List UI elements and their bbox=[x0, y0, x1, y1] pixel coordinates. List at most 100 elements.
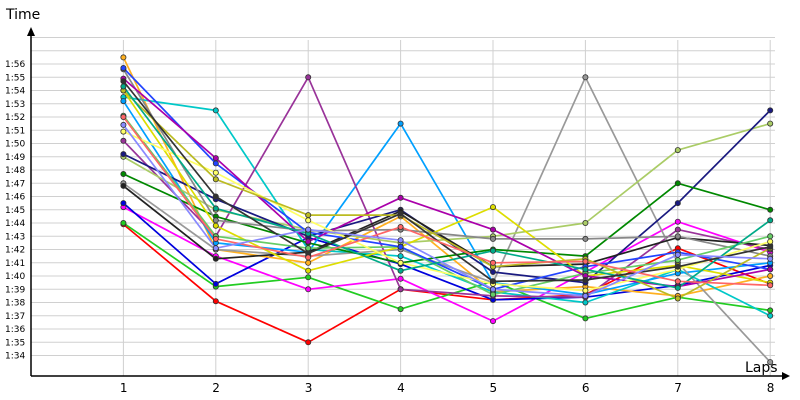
data-point bbox=[397, 237, 404, 244]
data-point bbox=[582, 276, 589, 283]
data-point bbox=[674, 257, 681, 264]
data-point bbox=[120, 121, 127, 128]
series-line-20 bbox=[122, 89, 771, 300]
data-point bbox=[305, 274, 312, 281]
data-point bbox=[120, 137, 127, 144]
data-point bbox=[397, 223, 404, 230]
data-point bbox=[305, 339, 312, 346]
data-point bbox=[674, 233, 681, 240]
data-point bbox=[397, 267, 404, 274]
data-point bbox=[120, 114, 127, 121]
data-point bbox=[582, 315, 589, 322]
data-point bbox=[212, 205, 219, 212]
x-axis-title: Laps bbox=[745, 360, 778, 376]
y-tick-label: 1:49 bbox=[5, 153, 25, 163]
data-point bbox=[120, 128, 127, 135]
data-point bbox=[212, 298, 219, 305]
data-point bbox=[582, 266, 589, 273]
data-point bbox=[767, 120, 774, 127]
data-point bbox=[212, 245, 219, 252]
data-point bbox=[305, 217, 312, 224]
data-point bbox=[674, 284, 681, 291]
data-point bbox=[767, 282, 774, 289]
data-point bbox=[674, 200, 681, 207]
data-point bbox=[582, 292, 589, 299]
data-point bbox=[120, 54, 127, 61]
data-point bbox=[489, 226, 496, 233]
data-point bbox=[674, 278, 681, 285]
data-point bbox=[767, 233, 774, 240]
data-point bbox=[120, 151, 127, 158]
series-points bbox=[120, 54, 774, 366]
axes bbox=[27, 27, 790, 380]
data-point bbox=[305, 286, 312, 293]
y-axis-title: Time bbox=[5, 7, 40, 23]
data-point bbox=[212, 222, 219, 229]
y-axis-arrow bbox=[27, 27, 35, 36]
data-point bbox=[397, 253, 404, 260]
x-tick-label: 5 bbox=[490, 381, 498, 395]
data-point bbox=[767, 238, 774, 245]
y-tick-label: 1:44 bbox=[5, 219, 25, 229]
data-point bbox=[212, 255, 219, 262]
data-point bbox=[489, 204, 496, 211]
data-point bbox=[305, 74, 312, 81]
data-point bbox=[674, 218, 681, 225]
data-point bbox=[212, 217, 219, 224]
data-point bbox=[120, 65, 127, 72]
series-lines bbox=[122, 57, 771, 363]
data-point bbox=[489, 291, 496, 298]
data-point bbox=[767, 272, 774, 279]
y-tick-label: 1:53 bbox=[5, 100, 25, 110]
series-line-23 bbox=[122, 116, 771, 287]
data-point bbox=[674, 251, 681, 258]
y-tick-label: 1:51 bbox=[5, 126, 25, 136]
data-point bbox=[212, 169, 219, 176]
data-point bbox=[582, 219, 589, 226]
data-point bbox=[397, 243, 404, 250]
series-line-17 bbox=[122, 67, 771, 291]
data-point bbox=[397, 210, 404, 217]
data-point bbox=[489, 247, 496, 254]
data-point bbox=[767, 312, 774, 319]
data-point bbox=[120, 182, 127, 189]
data-point bbox=[582, 258, 589, 265]
data-point bbox=[212, 176, 219, 183]
data-point bbox=[397, 275, 404, 282]
y-tick-label: 1:54 bbox=[5, 87, 25, 97]
data-point bbox=[212, 107, 219, 114]
data-point bbox=[305, 254, 312, 261]
data-point bbox=[212, 160, 219, 167]
x-axis-arrow bbox=[782, 372, 790, 380]
data-point bbox=[582, 287, 589, 294]
data-point bbox=[120, 170, 127, 177]
y-tick-label: 1:34 bbox=[5, 352, 25, 362]
series-line-9 bbox=[122, 76, 771, 363]
data-point bbox=[674, 180, 681, 187]
data-point bbox=[397, 194, 404, 201]
data-point bbox=[305, 259, 312, 266]
series-line-12 bbox=[123, 173, 771, 264]
data-point bbox=[397, 306, 404, 313]
series-line-22 bbox=[122, 80, 771, 283]
y-tick-label: 1:48 bbox=[5, 166, 25, 176]
y-tick-label: 1:56 bbox=[5, 60, 25, 70]
x-tick-label: 8 bbox=[767, 381, 775, 395]
data-point bbox=[305, 212, 312, 219]
data-point bbox=[305, 226, 312, 233]
x-tick-label: 6 bbox=[582, 381, 590, 395]
data-point bbox=[767, 255, 774, 262]
data-point bbox=[674, 147, 681, 154]
x-tick-label: 1 bbox=[120, 381, 128, 395]
series-line-21 bbox=[122, 85, 771, 289]
x-tick-label: 7 bbox=[674, 381, 682, 395]
data-point bbox=[120, 78, 127, 85]
data-point bbox=[767, 359, 774, 366]
x-tick-label: 3 bbox=[305, 381, 313, 395]
data-point bbox=[489, 318, 496, 325]
data-point bbox=[489, 235, 496, 242]
data-point bbox=[767, 266, 774, 273]
data-point bbox=[120, 200, 127, 207]
